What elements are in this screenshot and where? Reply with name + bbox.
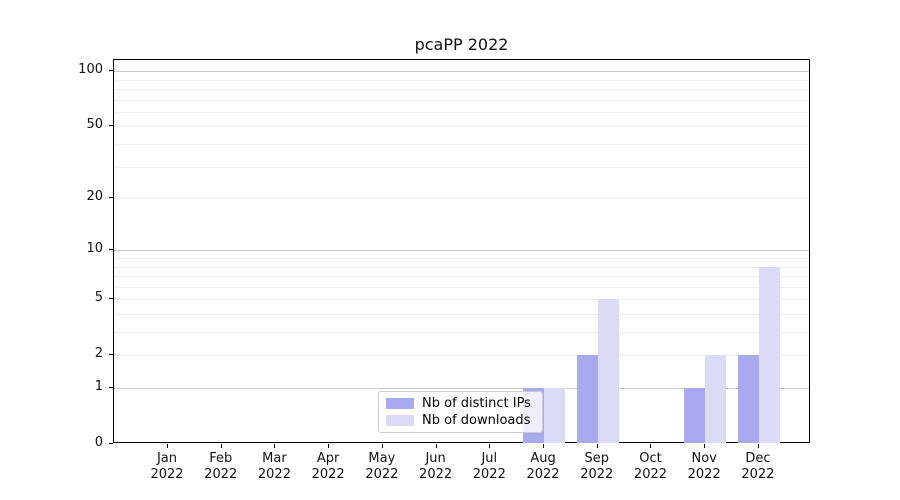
downloads-swatch [386,415,414,426]
gridline-minor [114,332,809,333]
gridline-minor [114,166,809,168]
legend-label: Nb of distinct IPs [422,396,531,411]
bar-downloads [758,266,780,443]
x-tick-label: Dec 2022 [741,451,775,482]
x-tick-label: Jun 2022 [419,451,453,482]
y-tick [109,298,113,300]
y-tick-label: 10 [86,241,103,257]
x-tick-label: Mar 2022 [257,451,291,482]
x-tick [274,444,276,448]
gridline-minor [114,79,809,81]
y-tick-label: 1 [94,379,103,394]
gridline-minor [114,266,809,268]
bar-downloads [597,299,619,443]
y-tick-label: 100 [78,62,103,78]
gridline-minor [114,355,809,357]
x-tick [650,444,652,448]
y-tick [109,249,113,251]
distinct-ips-swatch [386,398,414,409]
x-tick-label: Apr 2022 [311,451,345,482]
gridline-minor [114,89,809,90]
gridline-minor [114,299,809,301]
x-tick [757,444,759,448]
gridline-minor [114,313,809,315]
y-tick [109,354,113,356]
gridline-minor [114,126,809,128]
y-tick-label: 2 [94,346,103,362]
gridline-major [114,388,809,389]
gridline-major [114,71,809,73]
chart-title: pcaPP 2022 [414,35,509,54]
x-tick [220,444,222,448]
x-tick-label: Jul 2022 [472,451,506,482]
y-tick [109,70,113,72]
gridline-minor [114,257,809,259]
y-tick-label: 0 [94,435,103,450]
x-tick-label: Nov 2022 [687,451,721,482]
bar-downloads [544,388,566,443]
gridline-minor [114,111,809,113]
legend-item-distinct-ips: Nb of distinct IPs [386,396,535,411]
x-tick [489,444,491,448]
gridline-minor [114,99,809,101]
x-tick [435,444,437,448]
x-tick-label: May 2022 [365,451,399,482]
x-tick [543,444,545,448]
x-tick [167,444,168,448]
x-tick-label: Sep 2022 [580,451,614,482]
y-tick [109,125,113,127]
x-tick [704,444,706,448]
gridline-minor [114,144,809,145]
y-tick [109,387,113,388]
bar-distinct-ips [684,388,706,443]
y-tick-label: 20 [86,189,103,205]
legend-item-downloads: Nb of downloads [386,413,535,428]
y-tick-label: 50 [86,117,103,133]
x-tick-label: Jan 2022 [150,451,184,482]
gridline-major [114,250,809,252]
x-tick-label: Aug 2022 [526,451,560,482]
y-tick [109,197,113,199]
x-tick [381,444,383,448]
x-tick-label: Oct 2022 [633,451,668,482]
x-tick-label: Feb 2022 [204,451,238,482]
bar-distinct-ips [737,355,759,443]
y-tick-label: 5 [94,290,103,306]
x-tick [596,444,598,448]
bar-downloads [705,355,727,443]
x-tick [328,444,330,448]
legend-label: Nb of downloads [422,413,531,428]
gridline-minor [114,198,809,200]
plot-area [113,59,810,443]
bar-distinct-ips [576,355,598,443]
legend: Nb of distinct IPs Nb of downloads [378,391,543,433]
gridline-minor [114,276,809,278]
gridline-minor [114,286,809,288]
y-tick [109,443,113,444]
